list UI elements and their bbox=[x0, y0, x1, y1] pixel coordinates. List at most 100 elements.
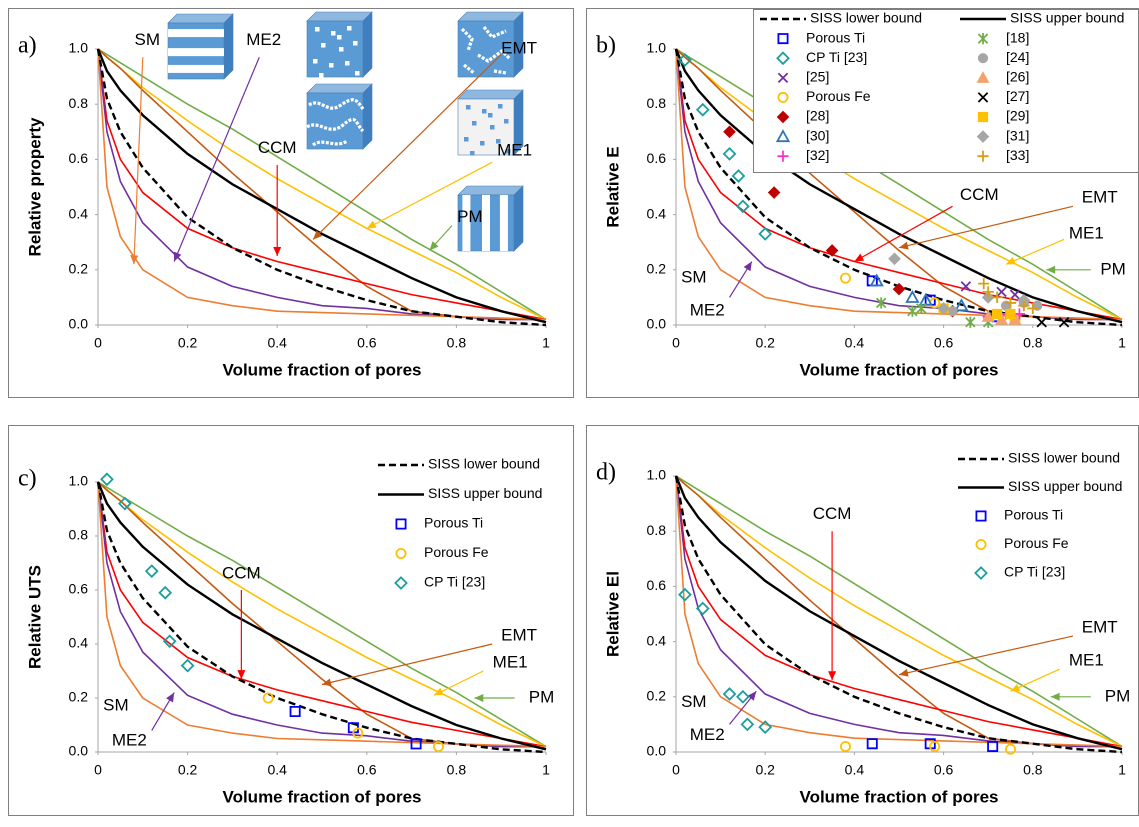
x-tick-label: 0.6 bbox=[934, 762, 954, 778]
model-label: ME1 bbox=[493, 652, 528, 671]
data-point bbox=[875, 297, 887, 309]
structure-icon bbox=[457, 11, 524, 78]
annotation-arrow bbox=[366, 161, 493, 229]
y-tick-label: 0.6 bbox=[69, 150, 89, 166]
x-tick-label: 0.8 bbox=[1023, 335, 1043, 351]
model-label: ME1 bbox=[1069, 650, 1104, 669]
data-point bbox=[731, 169, 746, 183]
y-tick-label: 0.0 bbox=[647, 743, 667, 759]
legend-swatch bbox=[777, 33, 789, 45]
data-point bbox=[1058, 317, 1070, 328]
legend-label: [18] bbox=[1006, 29, 1029, 45]
legend-label: [28] bbox=[806, 108, 829, 124]
annotation-arrow bbox=[321, 643, 493, 686]
legend-swatch bbox=[976, 130, 990, 143]
cube-side bbox=[362, 11, 373, 78]
y-tick-label: 0.4 bbox=[647, 632, 667, 648]
data-point bbox=[916, 302, 927, 315]
data-point bbox=[947, 306, 958, 317]
annotation-arrowhead bbox=[273, 247, 282, 256]
data-point bbox=[767, 186, 781, 199]
model-line bbox=[97, 48, 547, 321]
data-point bbox=[722, 147, 737, 161]
x-tick-label: 0 bbox=[672, 762, 680, 778]
x-axis-title: Volume fraction of pores bbox=[223, 360, 422, 379]
panel-frame bbox=[8, 425, 574, 816]
structure-icon bbox=[457, 185, 524, 252]
data-point bbox=[839, 741, 851, 752]
model-label: EMT bbox=[1082, 188, 1118, 207]
y-tick-label: 1.0 bbox=[647, 40, 667, 56]
legend-swatch bbox=[977, 111, 989, 123]
cube-pattern bbox=[506, 149, 511, 154]
data-point bbox=[1027, 302, 1039, 315]
data-point bbox=[892, 282, 906, 296]
data-point bbox=[924, 294, 936, 306]
data-point bbox=[1036, 317, 1047, 328]
y-axis-title: Relative El bbox=[603, 571, 622, 657]
cube-pattern bbox=[488, 113, 493, 118]
data-point bbox=[982, 286, 994, 298]
data-point bbox=[991, 291, 1003, 303]
data-point bbox=[410, 738, 422, 750]
cube-pattern bbox=[313, 59, 318, 64]
model-label: SM bbox=[681, 268, 707, 287]
legend-label: CP Ti [23] bbox=[1004, 564, 1065, 580]
annotation-arrowhead bbox=[237, 670, 246, 680]
legend-swatch bbox=[977, 150, 989, 162]
cube-pattern bbox=[477, 48, 512, 63]
y-tick-label: 0.2 bbox=[647, 261, 667, 277]
data-point bbox=[869, 273, 884, 287]
cube-pattern bbox=[168, 48, 224, 57]
x-tick-label: 0.4 bbox=[267, 762, 287, 778]
legend-label: Porous Ti bbox=[806, 29, 865, 45]
cube-top bbox=[167, 13, 234, 24]
legend-swatch bbox=[975, 539, 987, 550]
cube-pattern bbox=[498, 104, 503, 109]
y-tick-label: 0.8 bbox=[647, 95, 667, 111]
model-line bbox=[675, 475, 1123, 748]
structure-icon bbox=[457, 89, 524, 156]
annotation-arrowhead bbox=[854, 253, 865, 262]
x-axis-title: Volume fraction of pores bbox=[800, 787, 999, 806]
legend-label: [27] bbox=[1006, 88, 1029, 104]
cube-pattern bbox=[472, 121, 477, 126]
model-line bbox=[675, 475, 1123, 748]
data-point bbox=[180, 658, 195, 673]
annotation-arrowhead bbox=[173, 251, 182, 262]
data-point bbox=[678, 53, 692, 67]
structure-icon bbox=[306, 83, 373, 150]
panel-frame bbox=[8, 8, 574, 398]
y-tick-label: 1.0 bbox=[69, 40, 89, 56]
model-label: PM bbox=[457, 207, 483, 226]
panel-label: b) bbox=[596, 33, 616, 59]
annotation-arrow bbox=[854, 205, 953, 263]
cube-pattern bbox=[355, 71, 360, 76]
x-axis-title: Volume fraction of pores bbox=[223, 787, 422, 806]
data-point bbox=[723, 125, 736, 139]
y-tick-label: 0.2 bbox=[69, 689, 89, 705]
cube-pattern bbox=[504, 119, 509, 124]
annotation-arrowhead bbox=[130, 255, 139, 265]
cube-pattern bbox=[493, 69, 507, 75]
y-tick-label: 0.4 bbox=[647, 205, 667, 221]
annotation-arrow bbox=[433, 670, 484, 696]
cube-top bbox=[457, 185, 524, 196]
model-label: EMT bbox=[501, 38, 537, 57]
bound-line bbox=[96, 48, 547, 327]
annotation-arrow bbox=[173, 57, 260, 262]
cube-pattern bbox=[337, 35, 342, 40]
cube-pattern bbox=[482, 109, 487, 114]
data-point bbox=[1013, 308, 1026, 320]
y-axis-title: Relative property bbox=[25, 117, 44, 256]
annotation-arrowhead bbox=[899, 241, 909, 250]
cube-pattern bbox=[331, 31, 336, 36]
data-point bbox=[888, 252, 901, 266]
data-point bbox=[981, 310, 995, 322]
annotation-arrowhead bbox=[434, 687, 444, 696]
data-point bbox=[740, 717, 755, 732]
cube-pattern bbox=[319, 73, 324, 78]
data-point bbox=[722, 687, 737, 701]
legend-label: SISS upper bound bbox=[428, 485, 542, 501]
